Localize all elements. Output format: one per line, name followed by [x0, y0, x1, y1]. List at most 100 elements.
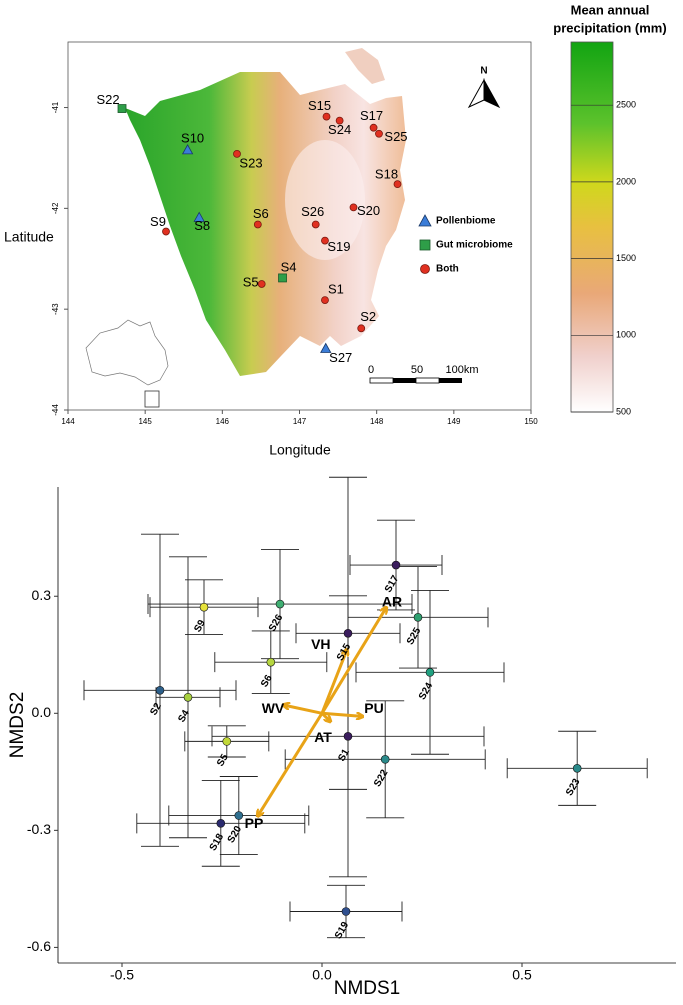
x-tick-label: 147: [293, 417, 307, 426]
site-label: S19: [327, 239, 350, 254]
x-tick-label: -0.5: [110, 967, 134, 983]
legend-label: Pollenbiome: [436, 216, 496, 227]
point-label: S2: [148, 701, 164, 717]
marker-circle: [321, 296, 329, 305]
marker-square: [117, 104, 127, 113]
point: [341, 907, 351, 916]
point: [343, 732, 353, 741]
vector-arrow: [258, 712, 324, 815]
point: [391, 560, 401, 570]
point: [572, 764, 582, 773]
point: [380, 755, 390, 764]
point: [222, 737, 232, 746]
y-tick-label: -41: [51, 101, 60, 113]
marker-triangle: [193, 211, 205, 222]
point-label: S17: [383, 573, 402, 594]
colorbar-tick-label: 2000: [616, 176, 636, 186]
site-label: S22: [96, 92, 119, 107]
site-label: S9: [150, 214, 166, 229]
site-label: S6: [253, 206, 269, 221]
point-label: S23: [564, 777, 583, 798]
site-label: S23: [239, 155, 262, 170]
marker-circle: [393, 180, 402, 189]
north-arrow-right: [483, 78, 501, 109]
vector-label: WV: [262, 700, 285, 716]
point: [155, 685, 165, 695]
flinders-island: [345, 48, 385, 84]
legend-label: Both: [436, 264, 459, 275]
legend-label: Gut microbiome: [436, 240, 513, 251]
y-tick-label: 0.3: [32, 587, 52, 603]
point-label: S6: [259, 673, 275, 689]
point-label: S9: [192, 618, 208, 634]
site-label: S25: [384, 129, 407, 144]
inset-box: [144, 390, 160, 408]
point: [199, 602, 209, 612]
marker-triangle: [320, 342, 332, 353]
scale-seg: [369, 377, 394, 384]
site-label: S8: [194, 218, 210, 233]
marker-circle: [349, 203, 358, 212]
colorbar: [570, 41, 614, 413]
x-tick-label: 0.0: [312, 967, 332, 983]
colorbar-tick-label: 1500: [616, 253, 636, 263]
scale-seg: [393, 378, 416, 383]
site-label: S27: [329, 350, 352, 365]
point: [425, 668, 435, 677]
marker-square: [419, 239, 431, 251]
scale-label: 100km: [445, 364, 478, 376]
site-label: S2: [360, 309, 376, 324]
marker-circle: [420, 264, 430, 274]
point-label: S20: [226, 824, 245, 845]
x-tick-label: 144: [61, 417, 75, 426]
vector-label: PU: [364, 700, 383, 716]
y-tick-label: -44: [51, 404, 60, 416]
point-label: S4: [176, 708, 192, 724]
site-label: S17: [360, 108, 383, 123]
vector-label: PP: [245, 815, 264, 831]
vector-arrow: [320, 608, 386, 715]
north-label: N: [480, 66, 487, 77]
site-label: S24: [328, 122, 351, 137]
marker-circle: [311, 220, 320, 229]
marker-circle: [257, 280, 266, 288]
x-tick-label: 148: [370, 417, 384, 426]
y-tick-label: -43: [51, 303, 60, 315]
dry-midlands: [285, 140, 365, 260]
scale-seg: [415, 377, 440, 384]
site-label: S4: [281, 259, 297, 274]
vector-label: AR: [382, 594, 402, 610]
y-axis-title: Latitude: [4, 229, 54, 245]
site-label: S10: [181, 130, 204, 145]
colorbar-title: precipitation (mm): [553, 20, 666, 35]
scale-seg: [439, 378, 462, 383]
marker-circle: [253, 220, 262, 229]
marker-circle: [369, 123, 378, 132]
point-label: S15: [335, 642, 354, 663]
site-label: S26: [301, 204, 324, 219]
x-tick-label: 145: [138, 417, 152, 426]
vector-arrow: [284, 705, 323, 715]
north-arrow: N: [467, 66, 501, 109]
vector-arrow: [320, 650, 347, 714]
marker-triangle: [418, 214, 432, 227]
vector-arrow: [321, 711, 362, 716]
point: [266, 657, 276, 667]
x-axis-title: NMDS1: [334, 978, 401, 999]
marker-circle: [357, 324, 366, 333]
marker-circle: [322, 112, 331, 121]
australia-inset: [85, 319, 169, 408]
point-label: S25: [405, 626, 424, 647]
point-label: S1: [336, 747, 352, 763]
point-label: S5: [215, 752, 231, 768]
marker-circle: [233, 150, 241, 158]
colorbar-tick-label: 2500: [616, 100, 636, 110]
colorbar-tick-label: 500: [616, 406, 631, 416]
marker-circle: [162, 227, 170, 236]
scale-label: 0: [368, 364, 374, 376]
x-axis-title: Longitude: [269, 442, 331, 458]
vector-label: VH: [311, 636, 330, 652]
point-label: S22: [372, 768, 391, 789]
vector-label: AT: [314, 729, 332, 745]
